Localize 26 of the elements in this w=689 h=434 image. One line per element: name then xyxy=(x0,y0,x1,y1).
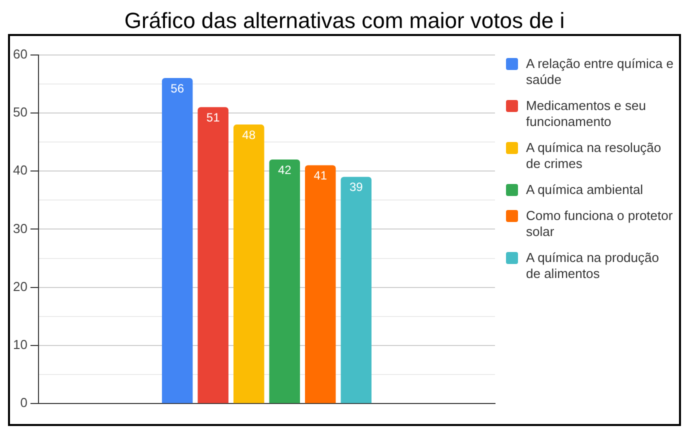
data-label: 41 xyxy=(314,168,328,183)
bar xyxy=(269,159,300,404)
y-tick-label: 30 xyxy=(12,220,28,236)
y-tick-label: 50 xyxy=(12,104,28,120)
legend-label: A química na resolução de crimes xyxy=(526,140,662,172)
y-tick-label: 0 xyxy=(20,395,28,410)
bar xyxy=(233,124,264,404)
y-tick-label: 40 xyxy=(12,162,28,178)
legend-label: Medicamentos e seu funcionamento xyxy=(526,98,647,130)
data-label: 42 xyxy=(278,162,292,177)
legend-label: A relação entre química e saúde xyxy=(526,56,674,88)
data-label: 48 xyxy=(242,128,256,142)
chart-title: Gráfico das alternativas com maior votos de i xyxy=(123,8,566,34)
bar xyxy=(304,165,336,404)
data-label: 39 xyxy=(349,180,364,194)
y-tick-label: 60 xyxy=(12,46,28,62)
y-tick-label: 10 xyxy=(12,337,28,352)
legend-label: A química ambiental xyxy=(526,182,644,198)
legend-label: Como funciona o protetor solar xyxy=(526,208,674,240)
data-label: 51 xyxy=(206,110,220,124)
bar xyxy=(198,107,228,404)
data-label: 56 xyxy=(170,81,184,96)
y-tick-label: 20 xyxy=(12,278,28,294)
bar xyxy=(340,176,372,404)
bar xyxy=(162,78,193,404)
legend-label: A química na produção de alimentos xyxy=(526,250,660,282)
